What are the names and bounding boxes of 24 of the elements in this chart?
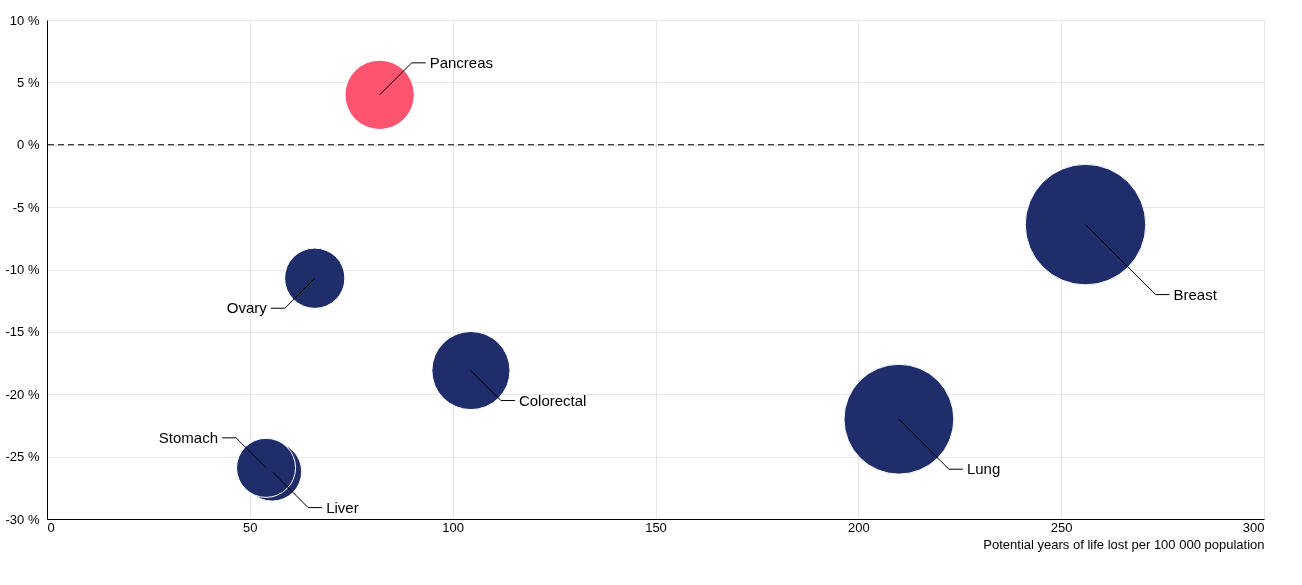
y-tick-label: -20 %: [5, 386, 40, 402]
x-tick-label: 200: [847, 519, 870, 535]
x-tick-label: 50: [243, 519, 258, 535]
y-tick-label: -10 %: [5, 262, 40, 277]
y-tick-label: -15 %: [5, 324, 40, 340]
x-tick-label: 250: [1050, 519, 1073, 535]
y-tick-label: 10 %: [9, 12, 40, 28]
x-tick-label: 300: [1242, 519, 1265, 535]
y-tick-label: 0 %: [17, 137, 40, 153]
x-tick-label: 100: [442, 519, 465, 535]
series-label: Lung: [966, 460, 1001, 478]
x-tick-label: 150: [645, 519, 667, 535]
series-label: Pancreas: [429, 53, 494, 71]
x-tick-label: 0: [47, 519, 55, 535]
y-tick-label: -25 %: [5, 449, 40, 465]
series-label: Colorectal: [518, 391, 587, 409]
series-label: Ovary: [226, 299, 268, 317]
x-axis-title: Potential years of life lost per 100 000 population: [983, 536, 1265, 552]
y-tick-label: -30 %: [5, 511, 40, 527]
series-label: Stomach: [158, 428, 219, 446]
y-tick-label: 5 %: [17, 74, 40, 90]
text: Liver: [326, 498, 359, 516]
text: Breast: [1173, 285, 1218, 303]
y-tick-label: -5 %: [12, 199, 40, 215]
